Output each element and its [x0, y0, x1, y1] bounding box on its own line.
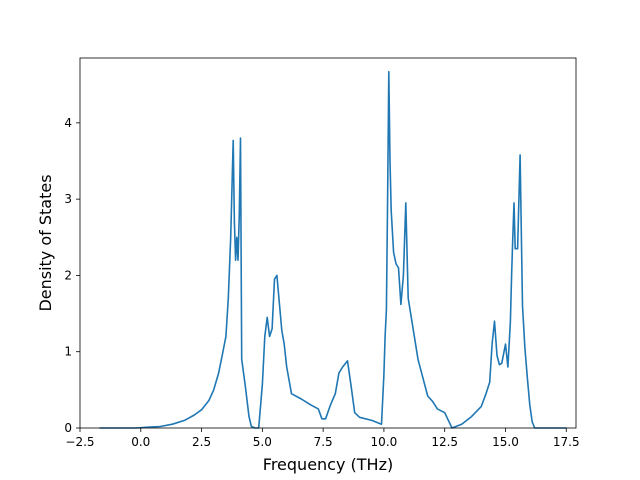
x-tick-label: 17.5	[553, 435, 580, 449]
x-tick-label: 7.5	[314, 435, 333, 449]
x-tick-label: 15.0	[492, 435, 519, 449]
plot-area-background	[80, 58, 576, 428]
x-axis-ticks: −2.5 0.0 2.5 5.0 7.5 10.0 12.5 15.0 17.5	[65, 428, 580, 449]
y-tick-label: 0	[64, 421, 72, 435]
plot-frame	[79, 57, 577, 429]
y-tick-label: 3	[64, 192, 72, 206]
x-tick-label: 12.5	[431, 435, 458, 449]
x-tick-label: 0.0	[131, 435, 150, 449]
y-tick-label: 2	[64, 268, 72, 282]
y-axis-label: Density of States	[36, 174, 55, 311]
y-axis-ticks: 0 1 2 3 4	[64, 116, 80, 435]
dos-series-line	[99, 70, 567, 429]
x-tick-label: 5.0	[253, 435, 272, 449]
x-axis-label: Frequency (THz)	[263, 455, 393, 474]
x-tick-label: 2.5	[192, 435, 211, 449]
x-tick-label: −2.5	[65, 435, 94, 449]
series-layer	[99, 70, 567, 429]
y-tick-label: 1	[64, 345, 72, 359]
y-tick-label: 4	[64, 116, 72, 130]
x-tick-label: 10.0	[371, 435, 398, 449]
